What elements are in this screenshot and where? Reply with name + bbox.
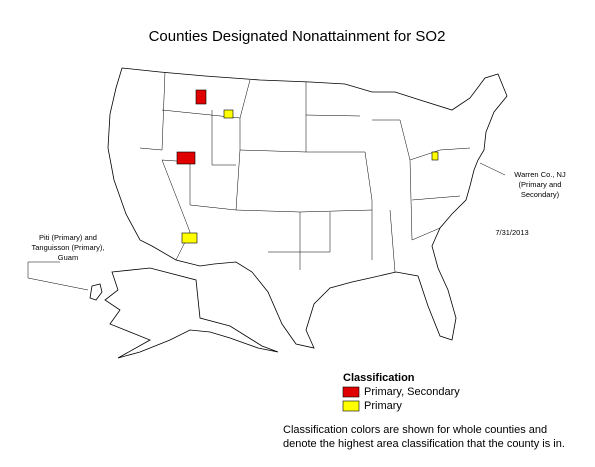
legend-swatch xyxy=(342,400,360,412)
annotation: Tanguisson (Primary), xyxy=(32,243,105,252)
state-lines xyxy=(139,71,471,273)
date: 7/31/2013 xyxy=(495,228,528,237)
annotation: (Primary and xyxy=(519,180,562,189)
footnote: denote the highest area classification t… xyxy=(283,438,565,450)
leader-lines xyxy=(27,162,506,291)
footnote: Classification colors are shown for whol… xyxy=(283,424,547,436)
alaska-outline xyxy=(104,267,279,359)
conus-outline xyxy=(107,67,508,349)
annotation: Secondary) xyxy=(521,190,560,199)
annotation: Piti (Primary) and xyxy=(39,233,97,242)
legend-label: Primary, Secondary xyxy=(364,386,460,398)
guam-outline xyxy=(89,283,103,301)
county xyxy=(195,89,207,105)
annotation: Warren Co., NJ xyxy=(514,170,566,179)
county xyxy=(176,151,196,165)
annotation: Guam xyxy=(58,253,78,262)
legend-label: Primary xyxy=(364,400,402,412)
legend-title: Classification xyxy=(343,372,415,384)
counties xyxy=(176,89,439,244)
legend-swatch xyxy=(342,386,360,398)
county xyxy=(181,232,198,244)
map-title: Counties Designated Nonattainment for SO… xyxy=(149,28,446,45)
legend: Primary, Secondary Primary xyxy=(342,386,460,412)
county xyxy=(223,109,234,119)
county xyxy=(431,151,439,161)
